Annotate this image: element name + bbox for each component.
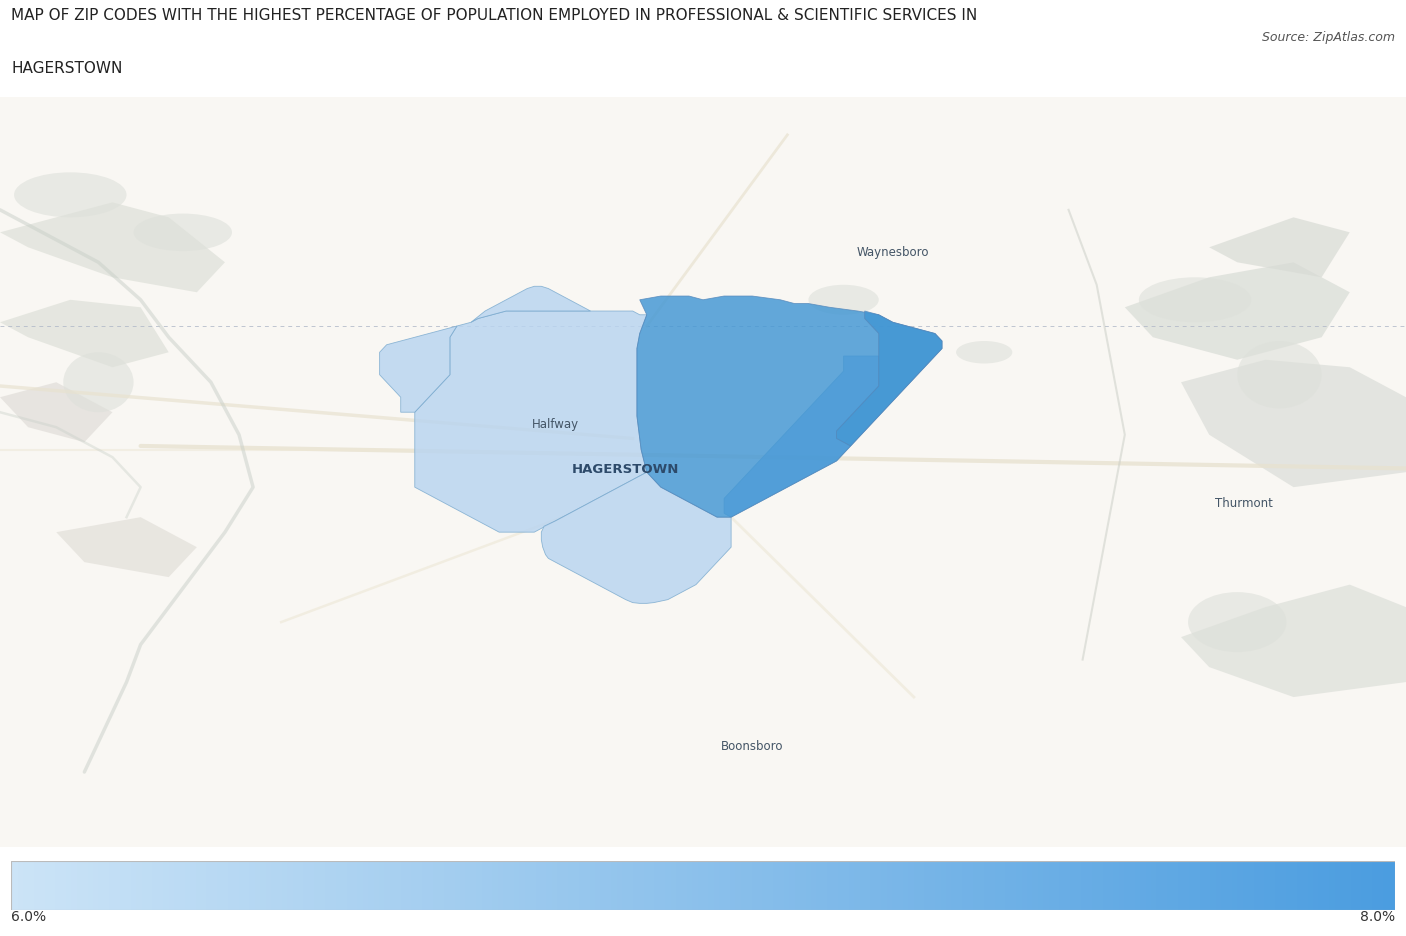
Polygon shape xyxy=(0,203,225,293)
Polygon shape xyxy=(1209,218,1350,278)
Ellipse shape xyxy=(1139,278,1251,323)
Text: Boonsboro: Boonsboro xyxy=(721,739,783,753)
Polygon shape xyxy=(724,357,879,518)
Text: Thurmont: Thurmont xyxy=(1215,496,1274,509)
Ellipse shape xyxy=(14,173,127,218)
Polygon shape xyxy=(1181,585,1406,697)
Ellipse shape xyxy=(1237,342,1322,409)
Text: MAP OF ZIP CODES WITH THE HIGHEST PERCENTAGE OF POPULATION EMPLOYED IN PROFESSIO: MAP OF ZIP CODES WITH THE HIGHEST PERCEN… xyxy=(11,7,977,22)
Text: Halfway: Halfway xyxy=(531,417,579,431)
Polygon shape xyxy=(1125,263,1350,360)
Ellipse shape xyxy=(956,342,1012,364)
Ellipse shape xyxy=(808,285,879,315)
Ellipse shape xyxy=(134,214,232,252)
Ellipse shape xyxy=(1188,592,1286,652)
Text: Waynesboro: Waynesboro xyxy=(856,245,929,258)
Text: 6.0%: 6.0% xyxy=(11,909,46,923)
Text: HAGERSTOWN: HAGERSTOWN xyxy=(572,462,679,475)
Polygon shape xyxy=(637,297,942,518)
Polygon shape xyxy=(837,312,942,446)
Polygon shape xyxy=(0,383,112,443)
Polygon shape xyxy=(415,312,647,533)
Polygon shape xyxy=(471,287,591,323)
Polygon shape xyxy=(1181,360,1406,488)
Text: Source: ZipAtlas.com: Source: ZipAtlas.com xyxy=(1261,31,1395,44)
Polygon shape xyxy=(380,327,457,413)
Polygon shape xyxy=(541,473,731,604)
Text: HAGERSTOWN: HAGERSTOWN xyxy=(11,61,122,76)
Text: 8.0%: 8.0% xyxy=(1360,909,1395,923)
Polygon shape xyxy=(0,300,169,368)
Polygon shape xyxy=(56,518,197,578)
Ellipse shape xyxy=(63,353,134,413)
